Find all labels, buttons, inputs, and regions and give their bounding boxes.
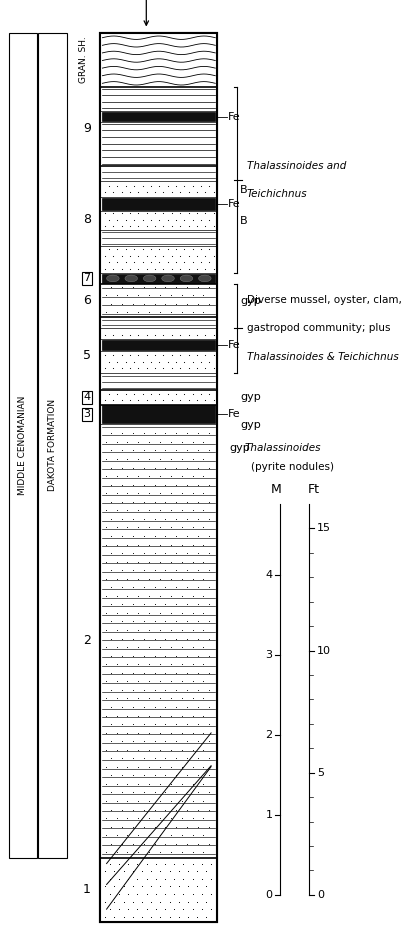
Text: gyp: gyp <box>240 391 261 402</box>
Bar <box>102 406 215 423</box>
Bar <box>100 86 217 111</box>
Text: (pyrite nodules): (pyrite nodules) <box>251 463 334 472</box>
Text: 9: 9 <box>83 122 91 135</box>
Bar <box>102 340 215 351</box>
Text: Fe: Fe <box>228 112 240 122</box>
Text: 3: 3 <box>84 409 90 419</box>
Text: Thalassinoides & Teichichnus: Thalassinoides & Teichichnus <box>247 352 398 362</box>
Text: Fe: Fe <box>228 199 240 209</box>
Text: Diverse mussel, oyster, clam,: Diverse mussel, oyster, clam, <box>247 294 402 305</box>
Bar <box>100 123 217 166</box>
Text: Thalassinoides and: Thalassinoides and <box>247 161 346 171</box>
Text: 1: 1 <box>265 809 273 820</box>
Ellipse shape <box>162 276 174 282</box>
Text: 2: 2 <box>83 635 91 647</box>
Bar <box>100 328 217 339</box>
Text: Teichichnus: Teichichnus <box>247 189 307 200</box>
Ellipse shape <box>143 276 156 282</box>
Bar <box>102 198 215 210</box>
Text: 10: 10 <box>317 646 331 655</box>
Text: gyp: gyp <box>229 444 250 453</box>
Text: gyp: gyp <box>240 295 261 306</box>
Text: 0: 0 <box>265 890 273 900</box>
Text: 5: 5 <box>83 350 91 362</box>
Text: Thalassinoides: Thalassinoides <box>245 444 321 453</box>
Bar <box>100 211 217 231</box>
Text: M: M <box>270 483 281 496</box>
Bar <box>100 33 217 86</box>
Bar <box>102 112 215 122</box>
Text: 2: 2 <box>265 730 273 740</box>
Text: DAKOTA FORMATION: DAKOTA FORMATION <box>48 399 57 491</box>
Text: 7: 7 <box>83 274 91 283</box>
Text: gyp: gyp <box>240 420 261 430</box>
Bar <box>38 33 67 858</box>
Bar <box>100 372 217 390</box>
Bar <box>100 166 217 180</box>
Bar <box>102 274 215 283</box>
Text: MIDDLE CENOMANIAN: MIDDLE CENOMANIAN <box>18 396 28 495</box>
Text: gastropod community; plus: gastropod community; plus <box>247 323 390 333</box>
Text: Ft: Ft <box>308 483 319 496</box>
Bar <box>100 33 217 922</box>
Text: 3: 3 <box>265 650 273 659</box>
Text: Fe: Fe <box>228 409 240 419</box>
Text: B: B <box>240 216 248 226</box>
Text: B: B <box>240 185 248 196</box>
Text: 4: 4 <box>265 569 273 580</box>
Bar <box>9 33 37 858</box>
Bar <box>100 246 217 273</box>
Ellipse shape <box>125 276 138 282</box>
Bar <box>100 352 217 372</box>
Text: 8: 8 <box>83 214 91 226</box>
Ellipse shape <box>199 276 211 282</box>
Bar <box>100 33 217 922</box>
Ellipse shape <box>180 276 193 282</box>
Text: GRAN. SH.: GRAN. SH. <box>79 36 88 84</box>
Text: 6: 6 <box>83 294 91 307</box>
Bar <box>100 858 217 922</box>
Bar <box>100 424 217 858</box>
Text: 4: 4 <box>83 392 91 403</box>
Text: 0: 0 <box>317 890 324 900</box>
Bar <box>100 231 217 246</box>
Text: 5: 5 <box>317 768 324 778</box>
Bar <box>100 317 217 328</box>
Text: 1: 1 <box>83 883 91 896</box>
Text: Fe: Fe <box>228 340 240 350</box>
Text: 15: 15 <box>317 523 331 534</box>
Ellipse shape <box>107 276 119 282</box>
Bar <box>100 284 217 317</box>
Bar <box>100 390 217 405</box>
Bar <box>100 180 217 197</box>
